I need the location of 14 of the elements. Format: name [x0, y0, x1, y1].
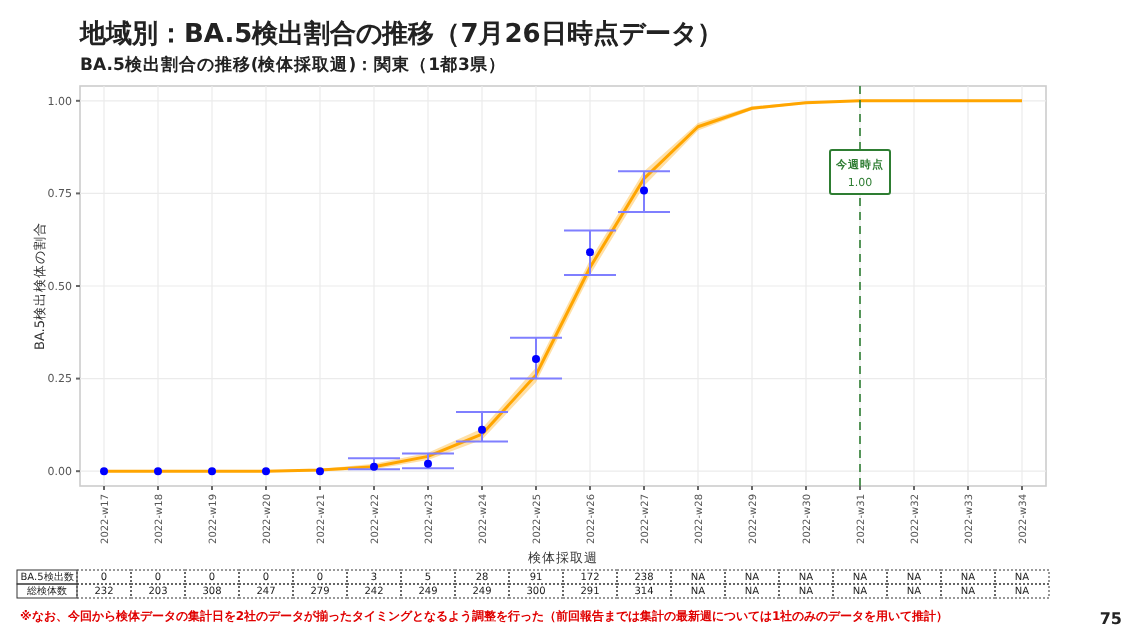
point	[208, 467, 216, 476]
chart-subtitle: BA.5検出割合の推移(検体採取週)：関東（1都3県）	[80, 54, 506, 76]
point	[370, 462, 378, 471]
point	[316, 467, 324, 476]
point	[424, 459, 432, 468]
point	[640, 186, 648, 195]
point	[478, 425, 486, 434]
point	[100, 467, 108, 476]
point	[532, 354, 540, 363]
point	[154, 467, 162, 476]
chart-title: 地域別：BA.5検出割合の推移（7月26日時点データ）	[78, 18, 723, 50]
point	[586, 248, 594, 257]
text: 75	[1099, 610, 1123, 628]
point	[262, 467, 270, 476]
